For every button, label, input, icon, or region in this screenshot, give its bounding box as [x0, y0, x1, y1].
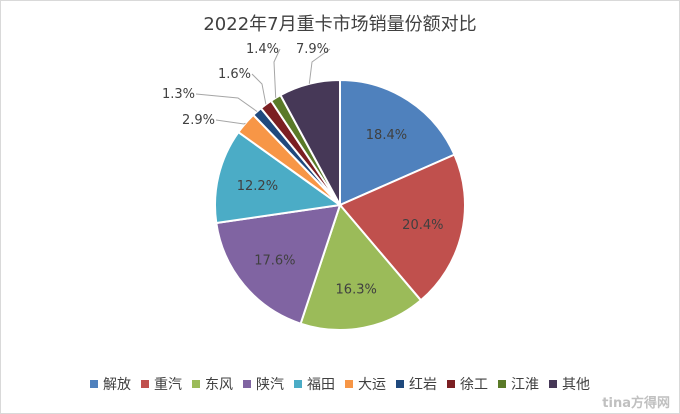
legend-item: 江淮 — [498, 374, 539, 394]
leader-line — [308, 48, 331, 84]
pie-slice — [338, 153, 466, 302]
legend-item: 福田 — [294, 374, 335, 394]
legend-swatch — [498, 380, 506, 388]
chart-legend: 解放 重汽 东风 陕汽 福田 大运 红岩 徐工 江淮 其他 — [0, 374, 680, 394]
legend-swatch — [345, 380, 353, 388]
slice-label: 1.4% — [246, 42, 279, 57]
legend-label: 大运 — [358, 377, 386, 393]
legend-item: 解放 — [90, 374, 131, 394]
slice-label: 16.3% — [336, 282, 377, 297]
slice-label: 17.6% — [254, 254, 295, 269]
leader-line — [251, 73, 267, 105]
legend-swatch — [90, 380, 98, 388]
legend-label: 重汽 — [154, 377, 182, 393]
slice-label: 1.3% — [162, 87, 195, 102]
legend-label: 解放 — [103, 377, 131, 393]
pie-slice — [339, 78, 456, 207]
legend-label: 其他 — [562, 377, 590, 393]
slice-label: 20.4% — [402, 218, 443, 233]
legend-item: 重汽 — [141, 374, 182, 394]
legend-swatch — [396, 380, 404, 388]
legend-swatch — [294, 380, 302, 388]
slice-label: 7.9% — [296, 42, 329, 57]
legend-label: 陕汽 — [256, 377, 284, 393]
slice-label: 12.2% — [237, 179, 278, 194]
leader-line — [273, 48, 281, 98]
pie-slice — [214, 130, 343, 225]
leader-line — [195, 93, 258, 112]
chart-title: 2022年7月重卡市场销量份额对比 — [203, 14, 477, 35]
legend-label: 徐工 — [460, 377, 488, 393]
legend-label: 红岩 — [409, 377, 437, 393]
legend-label: 江淮 — [511, 377, 539, 393]
legend-item: 陕汽 — [243, 374, 284, 394]
slice-label: 1.6% — [218, 67, 251, 82]
legend-swatch — [549, 380, 557, 388]
legend-swatch — [141, 380, 149, 388]
pie-slice — [299, 202, 423, 331]
slice-label: 18.4% — [366, 128, 407, 143]
legend-label: 福田 — [307, 377, 335, 393]
slice-label: 2.9% — [182, 113, 215, 128]
legend-item: 大运 — [345, 374, 386, 394]
legend-item: 红岩 — [396, 374, 437, 394]
pie-slice — [279, 78, 341, 206]
legend-item: 其他 — [549, 374, 590, 394]
legend-label: 东风 — [205, 377, 233, 393]
legend-swatch — [192, 380, 200, 388]
legend-item: 东风 — [192, 374, 233, 394]
legend-swatch — [447, 380, 455, 388]
legend-item: 徐工 — [447, 374, 488, 394]
watermark-logo: tina方得网 — [602, 396, 670, 411]
leader-line — [215, 119, 246, 125]
pie-slice — [215, 203, 342, 325]
legend-swatch — [243, 380, 251, 388]
